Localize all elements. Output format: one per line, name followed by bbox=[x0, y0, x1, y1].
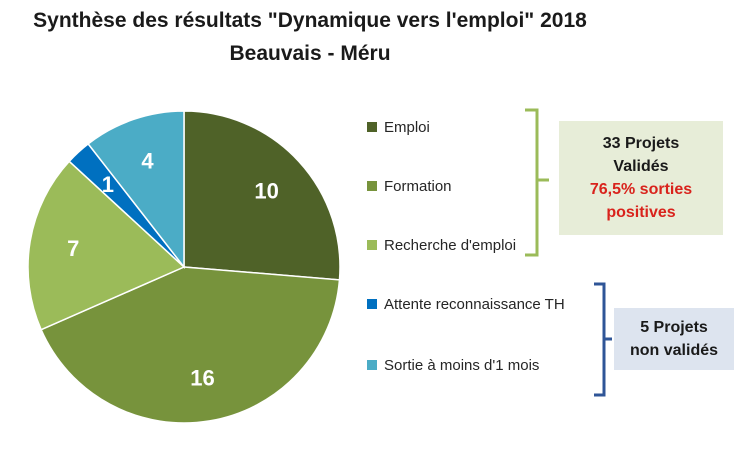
valid-projects-count: 33 Projets bbox=[602, 135, 680, 152]
pie-slices bbox=[27, 110, 341, 424]
data-label-formation: 16 bbox=[190, 365, 214, 390]
legend-label: Recherche d'emploi bbox=[384, 236, 517, 254]
valid-projects-label: Validés bbox=[613, 158, 669, 175]
legend-label: Sortie à moins d'1 mois bbox=[384, 356, 540, 374]
data-label-emploi: 10 bbox=[254, 178, 278, 203]
pie-slice-formation bbox=[40, 266, 341, 424]
invalid-projects-label: non validés bbox=[629, 342, 719, 359]
legend-item-formation: Formation bbox=[367, 177, 452, 195]
legend-label: Attente reconnaissance TH bbox=[384, 295, 565, 313]
legend-swatch bbox=[367, 240, 377, 250]
legend-swatch bbox=[367, 360, 377, 370]
legend-item-attente-reconnaissance-th: Attente reconnaissance TH bbox=[367, 295, 565, 313]
pie-slice-emploi bbox=[183, 110, 341, 281]
valid-projects-box: 33 Projets Validés 76,5% sorties positiv… bbox=[559, 121, 723, 235]
invalid-projects-bracket bbox=[594, 282, 612, 397]
pie-slice-recherche-d-emploi bbox=[27, 160, 186, 331]
legend-swatch bbox=[367, 181, 377, 191]
positive-exits-label: positives bbox=[606, 204, 676, 221]
pie-data-labels: 10 16 7 1 4 bbox=[67, 148, 279, 390]
legend-item-recherche-d-emploi: Recherche d'emploi bbox=[367, 236, 516, 254]
invalid-projects-box: 5 Projets non validés bbox=[614, 308, 734, 370]
legend-swatch bbox=[367, 122, 377, 132]
legend-item-sortie-a-moins-d-1-mois: Sortie à moins d'1 mois bbox=[367, 356, 539, 374]
legend-label: Emploi bbox=[384, 118, 430, 136]
data-label-attente-reconnaissance-th: 1 bbox=[102, 172, 114, 197]
invalid-projects-count: 5 Projets bbox=[640, 319, 708, 336]
valid-projects-bracket bbox=[525, 108, 549, 257]
positive-exits-rate: 76,5% sorties bbox=[589, 181, 693, 198]
legend-label: Formation bbox=[384, 177, 452, 195]
chart-title: Synthèse des résultats "Dynamique vers l… bbox=[33, 9, 587, 32]
chart-subtitle: Beauvais - Méru bbox=[229, 42, 391, 65]
data-label-sortie-a-moins-d-1-mois: 4 bbox=[141, 148, 154, 173]
legend-swatch bbox=[367, 299, 377, 309]
legend-item-emploi: Emploi bbox=[367, 118, 430, 136]
pie-slice-sortie-a-moins-d-1-mois bbox=[87, 110, 185, 270]
data-label-recherche-d-emploi: 7 bbox=[67, 236, 79, 261]
